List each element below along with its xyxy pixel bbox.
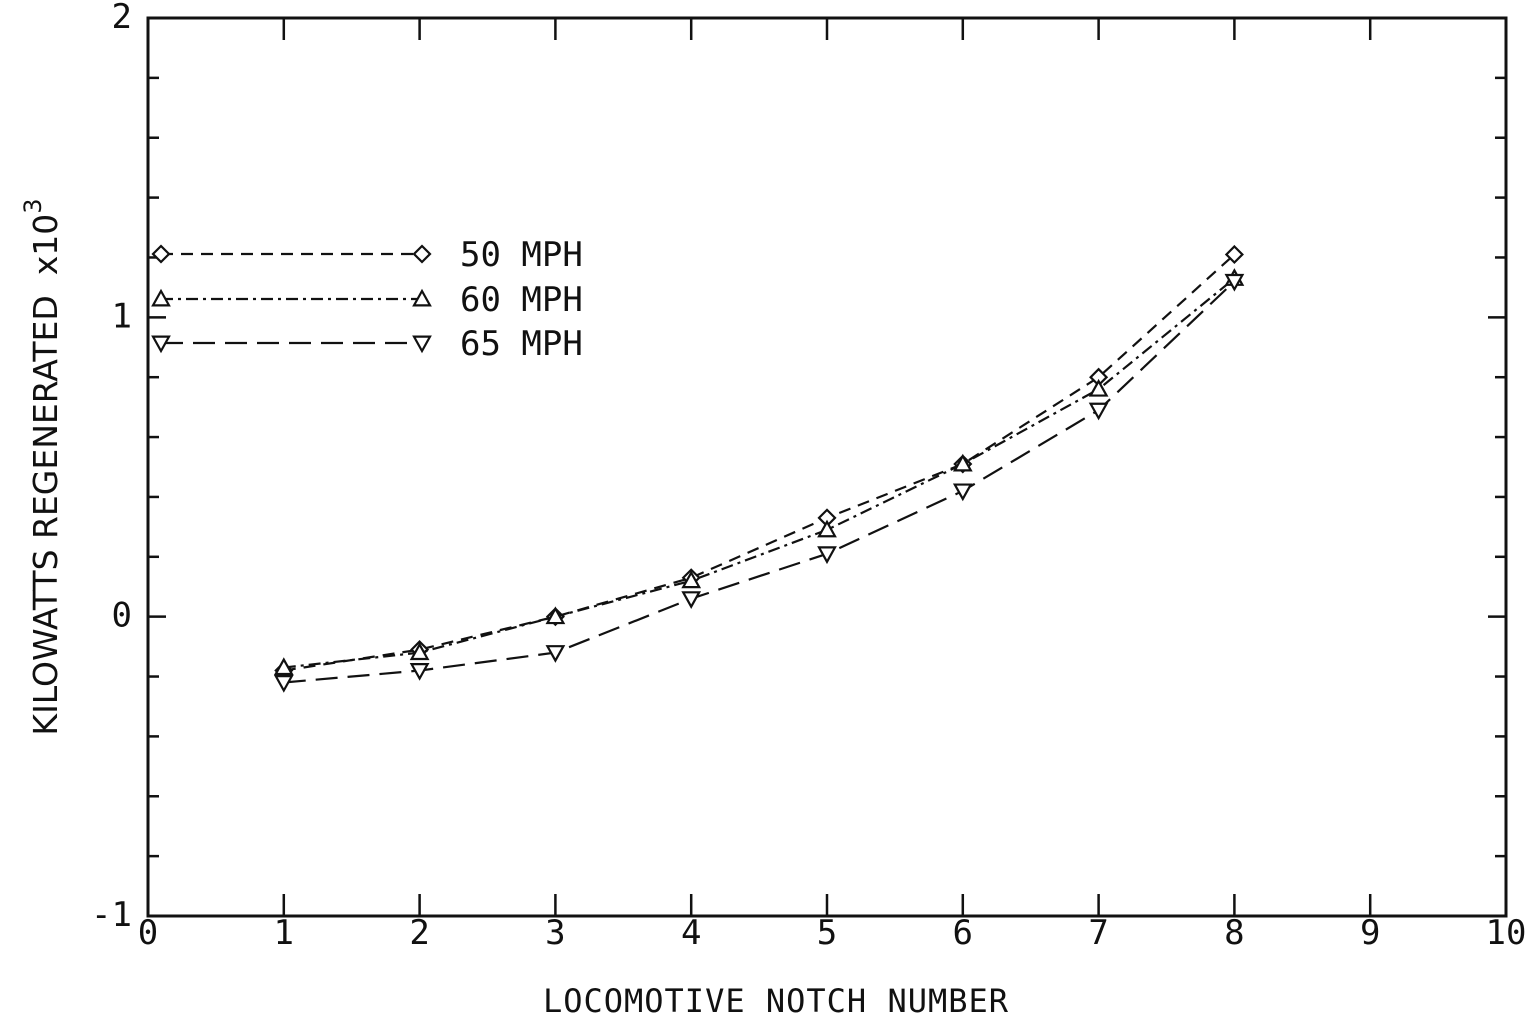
legend-marker: [151, 244, 171, 264]
y-tick-label: 2: [112, 0, 132, 37]
series-group: [273, 244, 1245, 693]
legend-marker: [151, 288, 171, 307]
y-tick-labels: -1 0 1 2: [91, 0, 132, 935]
legend-label: 60 MPH: [460, 280, 583, 320]
legend-marker: [412, 288, 432, 307]
data-point: [409, 663, 430, 681]
legend-label: 65 MPH: [460, 324, 583, 364]
x-tick-labels: 0 1 2 3 4 5 6 7 8 9 10: [138, 913, 1527, 953]
data-point: [545, 645, 566, 663]
data-point: [409, 642, 430, 661]
x-tick-label: 8: [1224, 913, 1244, 953]
x-tick-label: 1: [274, 913, 294, 953]
data-point: [545, 606, 566, 625]
series-line: [283, 277, 1236, 669]
x-tick-label: 4: [681, 913, 701, 953]
axis-ticks: [146, 16, 1508, 918]
legend-marker: [412, 244, 432, 264]
y-axis-title: KILOWATTS REGENERATED x103: [19, 198, 65, 735]
data-point: [681, 591, 702, 609]
legend-marker: [151, 335, 171, 354]
y-tick-label: -1: [91, 895, 132, 935]
y-tick-label: 0: [112, 596, 132, 636]
data-point: [817, 519, 837, 538]
data-point: [273, 675, 294, 693]
plot-frame: [146, 16, 1508, 918]
x-tick-label: 9: [1360, 913, 1380, 953]
x-tick-label: 5: [817, 913, 837, 953]
series-line: [283, 280, 1236, 684]
data-point: [1224, 244, 1244, 265]
legend-marker: [412, 335, 432, 354]
x-axis-title: LOCOMOTIVE NOTCH NUMBER: [543, 982, 1009, 1020]
y-axis-exponent: 3: [19, 198, 47, 213]
data-point: [273, 657, 294, 676]
data-point: [952, 453, 973, 472]
x-tick-label: 3: [545, 913, 565, 953]
data-point: [952, 483, 973, 502]
x-tick-label: 6: [953, 913, 973, 953]
x-tick-label: 2: [409, 913, 429, 953]
y-axis-multiplier: x10: [26, 214, 65, 276]
svg-text:KILOWATTS REGENERATEDx103: KILOWATTS REGENERATED x103: [19, 198, 65, 735]
data-point: [1088, 378, 1109, 397]
series-line: [283, 253, 1236, 672]
x-tick-label: 0: [138, 913, 158, 953]
data-point: [681, 570, 702, 589]
x-tick-label: 7: [1088, 913, 1108, 953]
x-tick-label: 10: [1486, 913, 1527, 953]
y-axis-label: KILOWATTS REGENERATED: [26, 295, 65, 735]
data-point: [1224, 273, 1245, 292]
y-tick-label: 1: [112, 296, 132, 336]
legend-label: 50 MPH: [460, 235, 583, 275]
data-point: [1088, 402, 1109, 421]
data-point: [817, 546, 837, 565]
